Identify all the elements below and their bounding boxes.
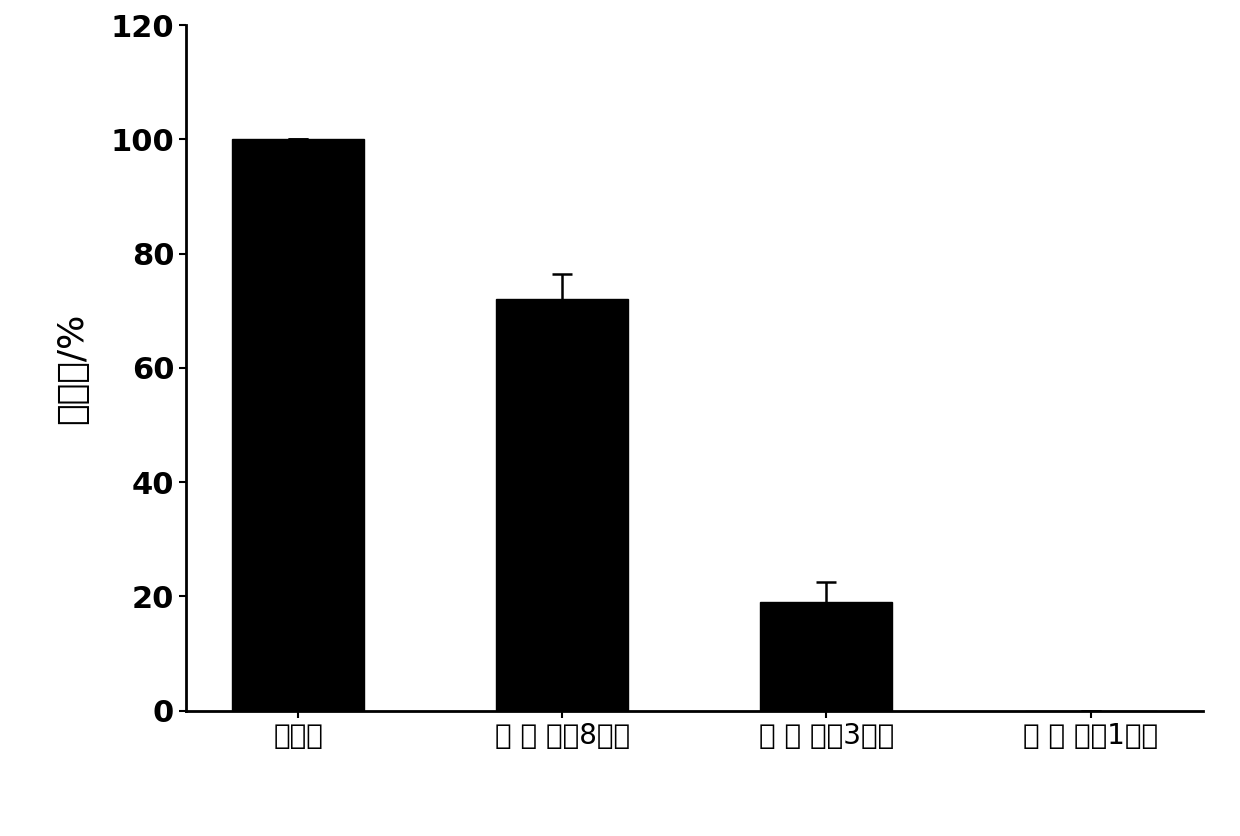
Bar xyxy=(496,299,629,711)
Y-axis label: 存活率/%: 存活率/% xyxy=(56,312,89,424)
Bar xyxy=(760,602,893,711)
Bar xyxy=(232,140,365,711)
